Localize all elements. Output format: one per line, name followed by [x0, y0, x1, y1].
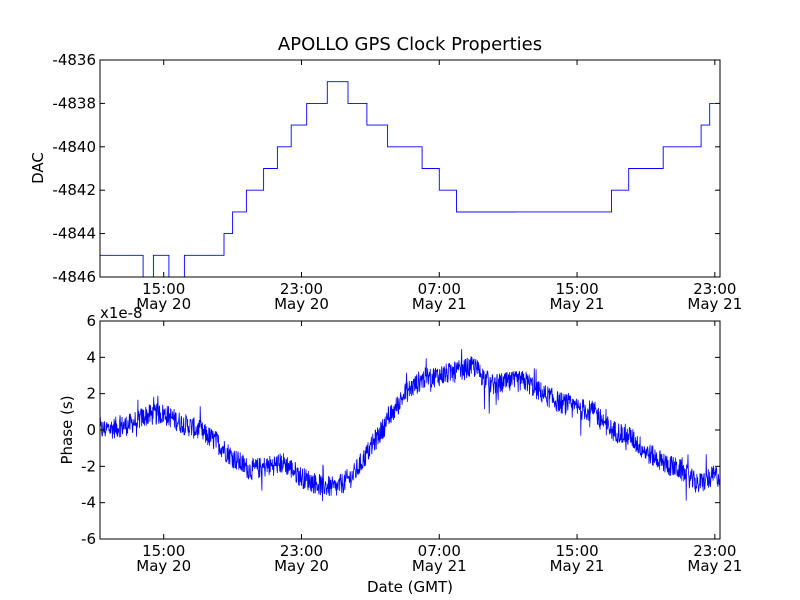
x-tick-label-date: May 21	[412, 295, 467, 313]
y-tick-label: -4	[81, 494, 96, 512]
x-tick-label-date: May 21	[687, 557, 742, 575]
x-tick-label-time: 15:00	[142, 280, 185, 298]
phase-series-line	[99, 348, 721, 504]
x-tick-label-date: May 21	[687, 295, 742, 313]
x-tick-label-time: 15:00	[555, 542, 598, 560]
dac-axes-frame	[99, 59, 721, 278]
y-tick-label: 6	[86, 312, 96, 330]
x-tick-label-time: 23:00	[280, 280, 323, 298]
y-tick-label: -6	[81, 530, 96, 548]
y-tick-label: -4846	[52, 268, 96, 286]
x-tick-label-date: May 21	[412, 557, 467, 575]
x-tick-label-time: 23:00	[693, 542, 736, 560]
chart-title: APOLLO GPS Clock Properties	[278, 34, 542, 55]
x-tick-label-date: May 21	[550, 295, 605, 313]
x-tick-label-date: May 20	[274, 295, 329, 313]
x-tick-label-date: May 20	[274, 557, 329, 575]
x-tick-label-time: 15:00	[142, 542, 185, 560]
y-tick-label: 4	[86, 348, 96, 366]
y-tick-label: 2	[86, 385, 96, 403]
dac-axes: -4846-4844-4842-4840-4838-4836 15:00May …	[29, 51, 742, 313]
x-axis-label: Date (GMT)	[367, 578, 453, 596]
y-tick-label: 0	[86, 421, 96, 439]
dac-y-label: DAC	[29, 152, 47, 184]
y-tick-label: -4844	[52, 225, 96, 243]
y-tick-label: -4838	[52, 94, 96, 112]
dac-series-line-b	[456, 102, 715, 213]
x-tick-label-time: 23:00	[280, 542, 323, 560]
x-tick-label-time: 07:00	[418, 542, 461, 560]
x-tick-label-date: May 20	[136, 295, 191, 313]
x-tick-label-time: 15:00	[555, 280, 598, 298]
phase-y-scale-label: x1e-8	[100, 304, 143, 322]
x-tick-label-time: 07:00	[418, 280, 461, 298]
y-tick-label: -4842	[52, 181, 96, 199]
y-tick-label: -4840	[52, 138, 96, 156]
phase-y-label: Phase (s)	[58, 395, 76, 464]
y-tick-label: -4836	[52, 51, 96, 69]
x-tick-label-date: May 20	[136, 557, 191, 575]
x-tick-label-time: 23:00	[693, 280, 736, 298]
x-tick-label-date: May 21	[550, 557, 605, 575]
y-tick-label: -2	[81, 457, 96, 475]
phase-series-group	[99, 348, 721, 504]
